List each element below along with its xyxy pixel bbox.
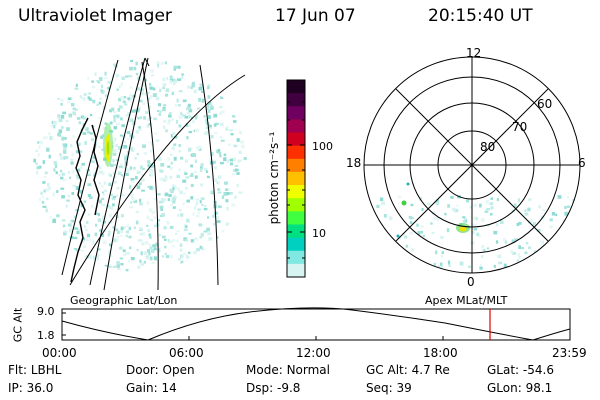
colorbar-band: [287, 263, 305, 278]
colorbar-tick-10: 10: [312, 227, 326, 240]
altitude-ytick-bottom: 1.8: [37, 329, 55, 342]
mlat-label-60: 60: [537, 97, 553, 111]
mlat-label-80: 80: [480, 140, 496, 154]
colorbar-band: [287, 211, 305, 226]
colorbar-band: [287, 93, 305, 107]
status-gain: Gain: 14: [126, 381, 177, 395]
colorbar-frame: [286, 79, 306, 278]
mlt-label-0: 0: [467, 275, 475, 289]
colorbar-band: [287, 185, 305, 199]
colorbar-band: [287, 158, 305, 173]
aurora-speckles-polar: [376, 195, 575, 273]
status-door: Door: Open: [126, 363, 195, 377]
colorbar-band: [287, 237, 305, 252]
status-dsp: Dsp: -9.8: [246, 381, 301, 395]
mlat-label-70: 70: [512, 120, 528, 134]
colorbar-unit-label: photon cm⁻²s⁻¹: [267, 131, 281, 225]
date-label: 17 Jun 07: [275, 6, 356, 26]
colorbar-tick-100: 100: [312, 140, 333, 153]
mlt-label-18: 18: [346, 156, 362, 170]
altitude-ticks: [61, 312, 571, 340]
time-tick-0000: 00:00: [42, 346, 77, 360]
coastline: [70, 117, 100, 283]
geographic-grid-lines: [61, 57, 246, 291]
apex-panel-label: Apex MLat/MLT: [425, 294, 508, 307]
time-label: 20:15:40 UT: [428, 6, 533, 26]
polar-grid: [363, 56, 581, 274]
altitude-ytick-top: 9.0: [37, 305, 55, 318]
mlt-label-12: 12: [466, 46, 482, 60]
time-tick-0600: 06:00: [169, 346, 204, 360]
time-tick-1800: 18:00: [423, 346, 458, 360]
colorbar-band: [287, 250, 305, 265]
colorbar-band: [287, 145, 305, 160]
colorbar: [287, 80, 305, 278]
colorbar-band: [287, 80, 305, 94]
status-glat: GLat: -54.6: [487, 363, 554, 377]
altitude-curve: [61, 307, 571, 341]
status-mode: Mode: Normal: [246, 363, 330, 377]
colorbar-band: [287, 198, 305, 212]
time-tick-1200: 12:00: [296, 346, 331, 360]
time-tick-2359: 23:59: [552, 346, 587, 360]
polar-image: [376, 182, 575, 273]
status-seq: Seq: 39: [366, 381, 412, 395]
colorbar-band: [287, 106, 305, 120]
colorbar-band: [287, 132, 305, 147]
status-glon: GLon: 98.1: [487, 381, 553, 395]
instrument-title: Ultraviolet Imager: [18, 6, 172, 26]
mlt-label-6: 6: [578, 156, 586, 170]
altitude-plot-frame: [61, 308, 571, 341]
colorbar-band: [287, 224, 305, 239]
geographic-panel-label: Geographic Lat/Lon: [70, 294, 178, 307]
colorbar-band: [287, 119, 305, 134]
status-gc-alt: GC Alt: 4.7 Re: [366, 363, 450, 377]
altitude-ylabel: GC Alt: [11, 307, 25, 343]
status-filter: Flt: LBHL: [8, 363, 62, 377]
colorbar-band: [287, 171, 305, 186]
status-ip: IP: 36.0: [8, 381, 54, 395]
